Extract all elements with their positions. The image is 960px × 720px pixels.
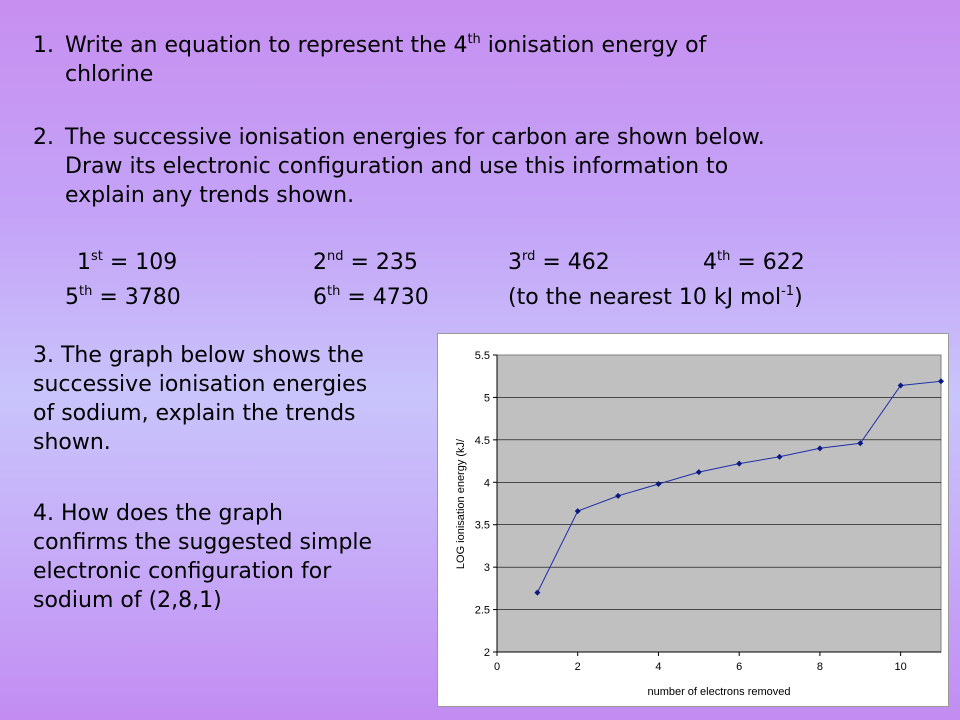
question-4-line-1: 4. How does the graph bbox=[33, 501, 283, 526]
question-3-line-2: successive ionisation energies bbox=[33, 372, 368, 397]
question-1-number: 1. bbox=[33, 33, 54, 58]
energy-4th: 4th = 622 bbox=[703, 249, 805, 275]
energy-2nd: 2nd = 235 bbox=[313, 249, 418, 275]
plot-area bbox=[496, 354, 942, 653]
question-1-line-2: chlorine bbox=[65, 62, 154, 87]
y-tick-label: 3.5 bbox=[475, 520, 490, 532]
y-tick-label: 5 bbox=[484, 392, 490, 404]
y-axis-label: LOG ionisation energy (kJ/ bbox=[455, 438, 467, 569]
y-tick-label: 2.5 bbox=[475, 605, 490, 617]
y-tick-label: 4.5 bbox=[475, 435, 490, 447]
data-point bbox=[655, 480, 662, 487]
x-tick-label: 4 bbox=[655, 661, 661, 673]
y-tick-label: 4 bbox=[484, 477, 490, 489]
question-2-line-2: Draw its electronic configuration and us… bbox=[65, 154, 729, 179]
question-2-number: 2. bbox=[33, 125, 54, 150]
data-point bbox=[857, 440, 864, 447]
question-1-line-1: Write an equation to represent the 4th i… bbox=[65, 32, 707, 58]
question-2: 2. The successive ionisation energies fo… bbox=[33, 123, 893, 213]
y-tick-label: 3 bbox=[484, 562, 490, 574]
question-3-line-1: 3. The graph below shows the bbox=[33, 343, 364, 368]
carbon-energies-row-1: 1st = 109 2nd = 235 3rd = 462 4th = 622 bbox=[0, 250, 960, 280]
x-tick-label: 8 bbox=[817, 661, 823, 673]
data-point bbox=[574, 508, 581, 515]
data-point bbox=[695, 469, 702, 476]
data-point bbox=[534, 589, 541, 596]
y-tick-label: 2 bbox=[484, 647, 490, 659]
data-point bbox=[816, 445, 823, 452]
x-tick-label: 6 bbox=[736, 661, 742, 673]
chart-svg: 22.533.544.555.50 2 4 6 8 10 LOG ionisation e… bbox=[455, 350, 944, 698]
question-2-line-1: The successive ionisation energies for c… bbox=[65, 125, 765, 150]
energy-1st: 1st = 109 bbox=[77, 249, 178, 275]
question-4: 4. How does the graph confirms the sugge… bbox=[33, 499, 433, 619]
question-3-line-3: of sodium, explain the trends bbox=[33, 401, 356, 426]
x-tick-label: 0 bbox=[494, 661, 500, 673]
question-4-line-3: electronic configuration for bbox=[33, 559, 332, 584]
x-tick-label: 10 bbox=[895, 661, 907, 673]
question-1: 1. Write an equation to represent the 4t… bbox=[33, 31, 853, 91]
carbon-energies-row-2: 5th = 3780 6th = 4730 (to the nearest 10… bbox=[0, 285, 960, 315]
energy-3rd: 3rd = 462 bbox=[508, 249, 610, 275]
question-2-line-3: explain any trends shown. bbox=[65, 183, 355, 208]
unit-note: (to the nearest 10 kJ mol-1) bbox=[508, 284, 803, 310]
question-3-line-4: shown. bbox=[33, 430, 111, 455]
data-point bbox=[776, 453, 783, 460]
question-3: 3. The graph below shows the successive … bbox=[33, 341, 433, 461]
energy-6th: 6th = 4730 bbox=[313, 284, 429, 310]
data-point bbox=[938, 378, 944, 385]
data-point bbox=[615, 492, 622, 499]
question-4-line-4: sodium of (2,8,1) bbox=[33, 588, 222, 613]
x-axis-label: number of electrons removed bbox=[647, 686, 790, 698]
y-tick-label: 5.5 bbox=[475, 350, 490, 362]
x-tick-label: 2 bbox=[575, 661, 581, 673]
energy-5th: 5th = 3780 bbox=[65, 284, 181, 310]
question-4-line-2: confirms the suggested simple bbox=[33, 530, 373, 555]
data-point bbox=[736, 460, 743, 467]
data-point bbox=[897, 382, 904, 389]
ionisation-energy-chart: 2 2.5 3 3.5 4 4.5 5 5.5 0 2 4 6 8 10 LOG ionisation e… bbox=[437, 333, 949, 707]
